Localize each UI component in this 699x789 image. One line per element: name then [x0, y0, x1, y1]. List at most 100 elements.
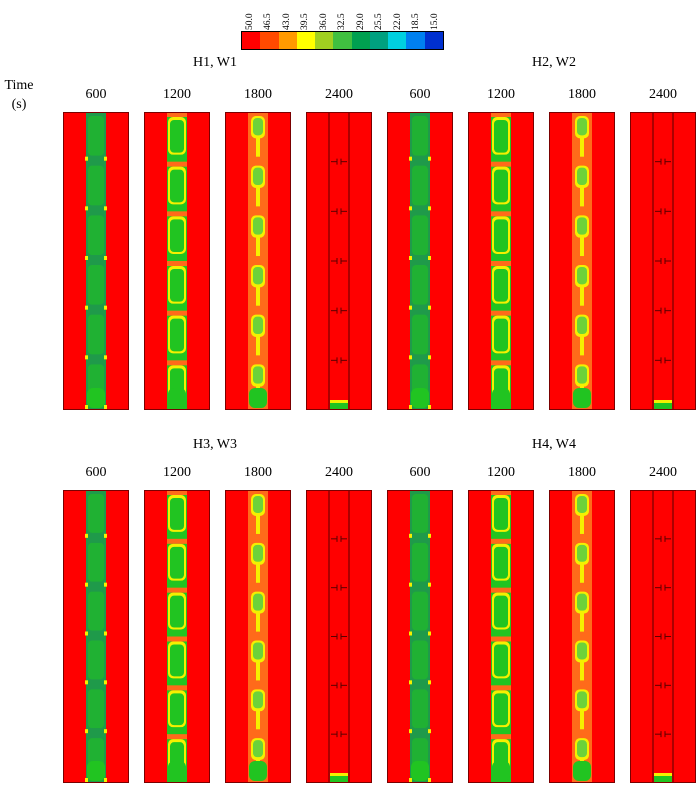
- cool-cell: [412, 215, 428, 255]
- baffle-hotspot: [409, 355, 412, 360]
- baffle-hotspot: [85, 631, 88, 636]
- baffle-hotspot: [85, 355, 88, 360]
- cool-cell: [494, 120, 508, 153]
- legend-label: 43.0: [281, 13, 292, 30]
- cool-cell: [412, 165, 428, 206]
- cool-cell: [494, 595, 508, 628]
- baffle-hotspot: [409, 778, 412, 782]
- baffle-hotspot: [428, 156, 431, 161]
- bottom-cool-zone: [492, 761, 510, 781]
- legend-label: 46.5: [263, 13, 274, 30]
- channel-outline: [328, 112, 350, 410]
- warm-band: [167, 636, 187, 642]
- rising-plume: [256, 335, 260, 356]
- time-label-600: 600: [85, 465, 107, 480]
- baffle-hotspot: [409, 206, 412, 211]
- legend-label: 32.5: [337, 13, 348, 30]
- baffle-hotspot: [85, 680, 88, 685]
- legend-swatch: [351, 32, 370, 49]
- legend-label: 36.0: [318, 13, 329, 30]
- time-label-1200: 1200: [163, 465, 191, 480]
- time-label-1800: 1800: [568, 465, 596, 480]
- cool-cell: [88, 542, 104, 582]
- bottom-cool-pool: [330, 775, 348, 782]
- bottom-cool-pool: [654, 402, 672, 409]
- warm-band: [167, 360, 187, 366]
- group-title-h3-w3: H3, W3: [192, 437, 238, 452]
- baffle-hotspot: [409, 305, 412, 310]
- bottom-cool-zone: [492, 388, 510, 408]
- bottom-warm-edge: [330, 773, 348, 776]
- cool-cell: [412, 542, 428, 582]
- warm-band: [167, 734, 187, 740]
- cool-cell: [412, 494, 428, 533]
- cool-cell: [88, 689, 104, 729]
- time-label-1800: 1800: [244, 465, 272, 480]
- cool-cell: [170, 269, 184, 302]
- cool-cell: [253, 544, 263, 562]
- rising-plume: [256, 136, 260, 157]
- baffle-hotspot: [85, 305, 88, 310]
- group-title-h2-w2: H2, W2: [531, 55, 577, 70]
- cool-cell: [253, 167, 263, 186]
- legend-label: 22.0: [392, 13, 403, 30]
- cool-cell: [253, 642, 263, 660]
- baffle-hotspot: [85, 582, 88, 587]
- legend-label: 15.0: [429, 13, 440, 30]
- panel-frame: [387, 112, 453, 410]
- channel-outline: [652, 112, 674, 410]
- bottom-cool-zone: [87, 761, 105, 781]
- bottom-cool-zone: [411, 388, 429, 408]
- cool-cell: [88, 265, 104, 305]
- cool-cell: [494, 693, 508, 726]
- contour-panel: [225, 490, 291, 783]
- warm-band: [167, 685, 187, 691]
- cool-cell: [253, 118, 263, 136]
- contour-panel: [387, 490, 453, 783]
- contour-panel: [468, 490, 534, 783]
- cool-cell: [253, 217, 263, 235]
- rising-plume: [580, 335, 584, 356]
- cool-cell: [253, 366, 263, 384]
- cool-cell: [577, 642, 587, 660]
- cool-cell: [577, 316, 587, 335]
- panel-frame: [549, 490, 615, 783]
- baffle-hotspot: [85, 206, 88, 211]
- color-legend: 50.0 46.5 43.0 39.5 36.0 32.5 29.0 25.5 22.0 18.5…: [241, 0, 444, 52]
- baffle-hotspot: [85, 156, 88, 161]
- panel-frame: [468, 490, 534, 783]
- contour-panel: [549, 490, 615, 783]
- warm-band: [491, 310, 511, 316]
- baffle-hotspot: [428, 256, 431, 260]
- cool-cell: [88, 591, 104, 631]
- time-axis-title: Time (s): [4, 78, 34, 112]
- warm-band: [491, 734, 511, 740]
- bottom-cool-zone: [573, 761, 591, 781]
- cool-cell: [253, 267, 263, 285]
- baffle-hotspot: [104, 729, 107, 734]
- cool-cell: [577, 740, 587, 758]
- rising-plume: [580, 236, 584, 257]
- bottom-cool-zone: [573, 388, 591, 408]
- cool-cell: [577, 366, 587, 384]
- cool-cell: [412, 689, 428, 729]
- rising-plume: [256, 514, 260, 534]
- baffle-hotspot: [104, 533, 107, 538]
- cool-cell: [88, 165, 104, 206]
- legend-label: 50.0: [245, 13, 255, 30]
- time-label-2400: 2400: [325, 87, 353, 102]
- legend-swatch: [242, 32, 261, 49]
- baffle-hotspot: [104, 778, 107, 782]
- rising-plume: [256, 236, 260, 257]
- bottom-cool-pool: [330, 402, 348, 409]
- rising-plume: [256, 660, 260, 681]
- bottom-cool-zone: [168, 388, 186, 408]
- time-label-1800: 1800: [568, 87, 596, 102]
- cool-cell: [88, 116, 104, 156]
- cool-cell: [88, 494, 104, 533]
- time-label-600: 600: [85, 87, 107, 102]
- panel-frame: [306, 490, 372, 783]
- warm-band: [491, 587, 511, 593]
- baffle-hotspot: [104, 156, 107, 161]
- warm-band: [491, 360, 511, 366]
